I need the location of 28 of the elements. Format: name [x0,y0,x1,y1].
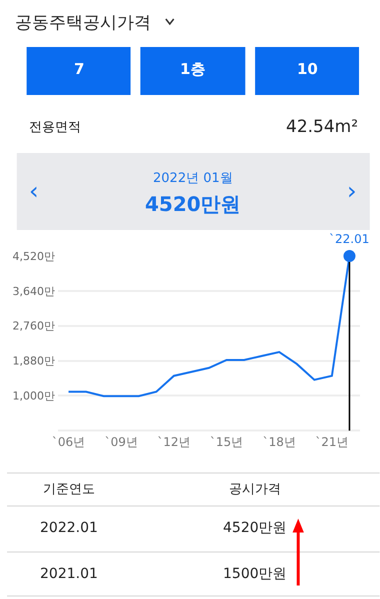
text: 공시가격 [229,482,281,497]
y-tick-label: 1,000만 [12,390,55,403]
x-tick-label: `21년 [315,435,349,449]
text: ‹ [29,177,39,205]
x-tick-label: `15년 [210,435,244,449]
x-tick-label: `18년 [262,435,296,449]
y-tick-label: 2,760만 [12,320,55,333]
y-tick-label: 1,880만 [12,354,55,368]
annotation: `22.01 [329,232,370,246]
text: 7 [74,60,84,78]
x-tick-label: `12년 [157,435,191,449]
text: 2022.01 [40,520,98,536]
text: 전용면적 [29,120,81,135]
text: 42.54m² [286,117,358,137]
y-tick-label: 3,640만 [12,284,55,298]
text: › [347,177,357,205]
chart-title: 공동주택공시가격 [15,12,151,33]
text: 4520만원 [145,192,241,216]
text: 4520만원 [223,520,287,536]
y-tick-label: 4,520만 [12,250,55,263]
text: 10 [297,60,318,78]
text: 기준연도 [43,482,95,497]
text: 2021.01 [40,566,98,582]
x-tick-label: `06년 [52,435,86,449]
x-tick-label: `09년 [104,435,138,449]
text: 1500만원 [223,566,287,582]
text: 2022년 01월 [153,171,233,186]
text: 1층 [180,60,206,78]
